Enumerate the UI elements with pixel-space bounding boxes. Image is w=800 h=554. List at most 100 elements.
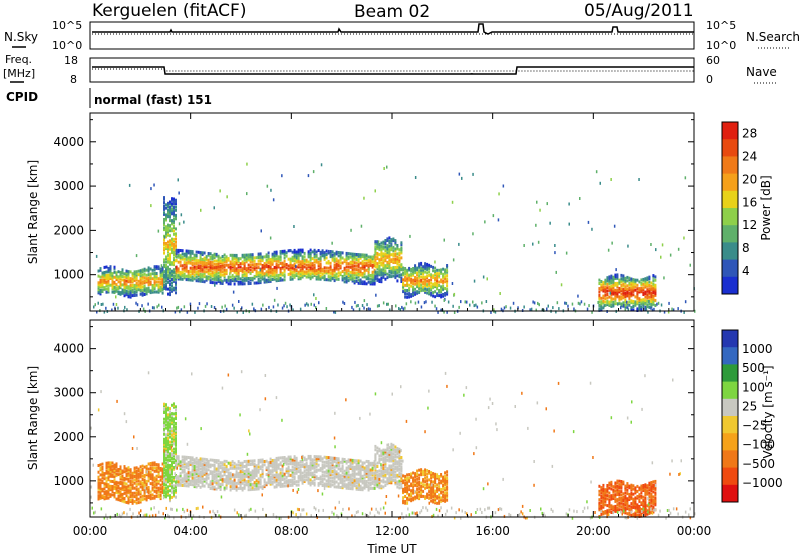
vel-echo-cell [365, 459, 368, 463]
power-scatter-cell [350, 228, 352, 232]
vel-echo-cell [309, 473, 312, 477]
power-nearrange-cell [402, 307, 405, 311]
vel-echo-cell [171, 437, 173, 441]
vel-echo-cell [225, 480, 228, 483]
vel-echo-cell [125, 469, 128, 473]
power-echo-cell [446, 291, 449, 294]
power-echo-cell [392, 237, 395, 241]
vel-echo-cell [201, 466, 204, 469]
power-echo-cell [283, 274, 286, 278]
vel-echo-cell [157, 486, 160, 490]
power-echo-cell [374, 260, 377, 264]
vel-echo-cell [191, 469, 194, 473]
vel-echo-cell [263, 485, 266, 489]
power-echo-cell [309, 267, 312, 271]
vel-echo-cell [185, 455, 188, 459]
vel-echo-cell [143, 480, 146, 484]
vel-echo-cell [235, 471, 238, 475]
power-echo-cell [119, 276, 122, 279]
vel-echo-cell [171, 432, 173, 436]
vel-echo-cell [371, 486, 374, 490]
power-echo-cell [215, 254, 218, 258]
power-echo-cell [147, 281, 150, 285]
power-echo-cell [133, 290, 136, 294]
power-echo-cell [283, 256, 286, 260]
power-echo-cell [289, 257, 292, 261]
vel-echo-cell [287, 474, 290, 478]
power-nearrange-cell [573, 307, 575, 311]
vel-echo-cell [189, 479, 192, 483]
power-echo-cell [241, 282, 244, 286]
vel-echo-cell [301, 464, 304, 468]
vel-echo-cell [376, 478, 379, 482]
vel-echo-cell [231, 475, 234, 479]
power-echo-cell [406, 268, 409, 272]
vel-echo-cell [175, 438, 177, 442]
vel-echo-cell [229, 488, 232, 492]
vel-echo-cell [165, 468, 167, 472]
vel-echo-cell [253, 482, 256, 486]
power-echo-cell [167, 257, 169, 261]
power-scatter-cell [150, 187, 152, 191]
power-echo-cell [103, 279, 106, 283]
power-echo-cell [652, 294, 655, 298]
power-echo-cell [177, 255, 180, 259]
power-echo-cell [315, 250, 318, 254]
vel-echo-cell [159, 475, 162, 479]
vel-echo-cell [215, 482, 218, 486]
vel-echo-cell [151, 468, 154, 472]
vel-echo-cell [317, 483, 320, 487]
power-echo-cell [205, 258, 208, 262]
power-echo-cell [373, 279, 376, 283]
vel-echo-cell [135, 473, 138, 476]
power-echo-cell [265, 263, 268, 267]
power-echo-cell [111, 282, 114, 286]
vel-echo-cell [303, 464, 306, 468]
vel-echo-cell [380, 486, 383, 490]
power-echo-cell [165, 215, 167, 219]
power-echo-cell [305, 270, 308, 274]
vel-echo-cell [207, 461, 210, 465]
vel-echo-cell [347, 486, 350, 490]
power-echo-cell [199, 278, 202, 281]
power-scatter-cell [532, 242, 534, 246]
power-echo-cell [620, 278, 623, 282]
vel-echo-cell [125, 494, 128, 498]
power-nearrange-cell [517, 306, 519, 310]
power-nearrange-cell [458, 305, 460, 309]
power-echo-cell [167, 208, 169, 212]
vel-echo-cell [147, 479, 150, 483]
vel-echo-cell [243, 465, 246, 468]
nsky-tick-top: 10^5 [52, 19, 82, 32]
power-scatter-cell [229, 272, 231, 276]
power-echo-cell [153, 268, 156, 272]
power-echo-cell [139, 286, 142, 289]
power-echo-cell [205, 261, 208, 265]
power-echo-cell [265, 253, 268, 257]
power-echo-cell [231, 258, 234, 262]
power-echo-cell [293, 267, 296, 271]
power-echo-cell [217, 278, 220, 282]
power-echo-cell [430, 288, 433, 292]
power-echo-cell [424, 279, 427, 282]
vel-echo-cell [183, 455, 186, 459]
vel-echo-cell [135, 479, 138, 483]
vel-echo-cell [191, 461, 194, 465]
power-scatter-cell [221, 279, 223, 283]
vel-echo-cell [347, 476, 350, 480]
power-scatter-cell [669, 253, 672, 257]
power-echo-cell [624, 300, 627, 304]
vel-echo-cell [363, 481, 366, 485]
vel-echo-cell [99, 483, 102, 487]
vel-echo-cell [253, 476, 256, 480]
power-echo-cell [396, 257, 399, 261]
power-echo-cell [257, 281, 260, 285]
power-echo-cell [115, 288, 118, 292]
vel-echo-cell [171, 475, 173, 479]
power-echo-cell [367, 255, 370, 259]
vel-echo-cell [167, 431, 169, 435]
power-echo-cell [392, 257, 395, 261]
vel-echo-cell [295, 466, 298, 470]
vel-echo-cell [291, 468, 294, 472]
